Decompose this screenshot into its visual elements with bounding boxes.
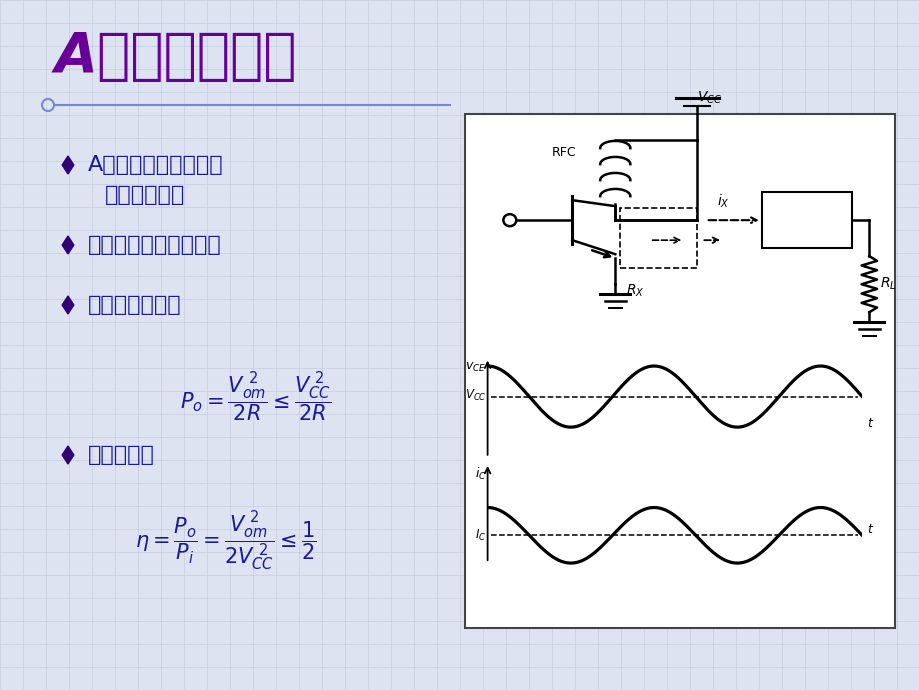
Polygon shape <box>62 236 74 254</box>
Text: $P_o = \dfrac{V_{om}^{\ 2}}{2R} \leq \dfrac{V_{CC}^{\ 2}}{2R}$: $P_o = \dfrac{V_{om}^{\ 2}}{2R} \leq \df… <box>180 370 331 424</box>
FancyBboxPatch shape <box>761 192 851 248</box>
Text: $I_C$: $I_C$ <box>474 528 486 543</box>
Text: $\eta = \dfrac{P_o}{P_i} = \dfrac{V_{om}^{\ 2}}{2V_{CC}^{\ 2}} \leq \dfrac{1}{2}: $\eta = \dfrac{P_o}{P_i} = \dfrac{V_{om}… <box>135 510 316 573</box>
Text: A类功率放大器: A类功率放大器 <box>55 30 297 84</box>
Text: $t$: $t$ <box>867 417 874 431</box>
Bar <box>618 208 697 268</box>
Text: Matching
Network: Matching Network <box>779 206 834 234</box>
Text: A类是所有功放结构中: A类是所有功放结构中 <box>88 155 223 175</box>
Text: $R_X$: $R_X$ <box>626 282 644 299</box>
Text: 效率较低、增益较大。: 效率较低、增益较大。 <box>88 235 221 255</box>
Text: $V_{CC}$: $V_{CC}$ <box>697 90 721 106</box>
Polygon shape <box>62 296 74 314</box>
Text: 最大输出功率：: 最大输出功率： <box>88 295 181 315</box>
Polygon shape <box>62 156 74 174</box>
Text: RFC: RFC <box>550 146 575 159</box>
Text: $R_L$: $R_L$ <box>879 276 896 293</box>
Text: 功率效率：: 功率效率： <box>88 445 154 465</box>
Text: $i_X$: $i_X$ <box>716 193 729 210</box>
Text: $t$: $t$ <box>867 523 874 536</box>
Text: $i_{C}$: $i_{C}$ <box>474 466 486 482</box>
Text: $V_{CC}$: $V_{CC}$ <box>464 388 486 403</box>
Bar <box>464 114 894 628</box>
Polygon shape <box>62 446 74 464</box>
Text: $v_{CE}$: $v_{CE}$ <box>465 360 486 373</box>
Text: 线性最好的。: 线性最好的。 <box>105 185 185 205</box>
